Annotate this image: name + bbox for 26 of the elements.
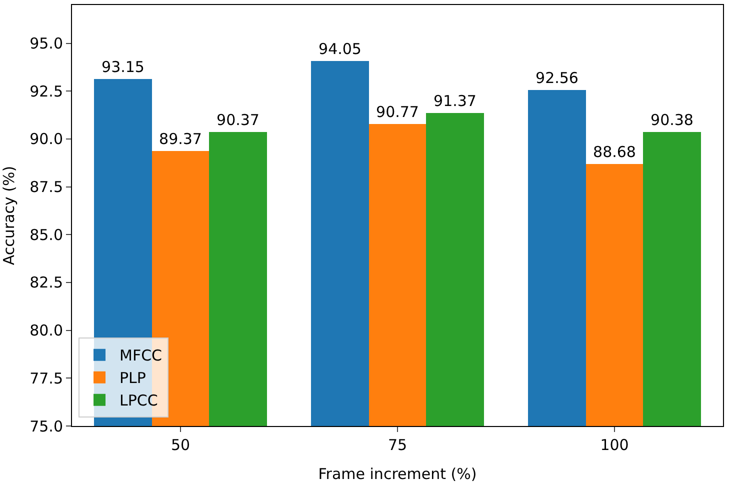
y-tick-label: 77.5: [30, 369, 63, 388]
y-tick-label: 92.5: [30, 82, 63, 100]
y-tick-label: 75.0: [30, 417, 63, 436]
data-label: 90.77: [376, 103, 419, 121]
data-label: 93.15: [102, 58, 144, 76]
x-axis-title: Frame increment (%): [318, 465, 477, 483]
x-tick-label: 50: [170, 436, 190, 454]
y-tick-label: 90.0: [30, 130, 63, 148]
y-tick-label: 80.0: [30, 322, 63, 340]
data-label: 89.37: [159, 130, 202, 148]
x-tick-label: 100: [600, 436, 629, 454]
legend-label: LPCC: [120, 392, 158, 410]
data-label: 90.37: [216, 111, 260, 129]
data-label: 91.37: [434, 92, 476, 110]
x-tick-label: 75: [388, 436, 408, 454]
y-tick-label: 82.5: [30, 274, 63, 292]
y-tick-label: 87.5: [30, 178, 63, 196]
y-tick-label: 95.0: [30, 34, 63, 53]
data-label: 94.05: [318, 40, 362, 58]
legend-label: MFCC: [120, 346, 162, 365]
y-axis-title: Accuracy (%): [0, 166, 18, 266]
legend-label: PLP: [120, 369, 146, 388]
data-label: 88.68: [593, 143, 636, 161]
y-tick-label: 85.0: [30, 226, 63, 244]
data-label: 92.56: [536, 69, 578, 87]
data-label: 90.38: [650, 111, 694, 129]
